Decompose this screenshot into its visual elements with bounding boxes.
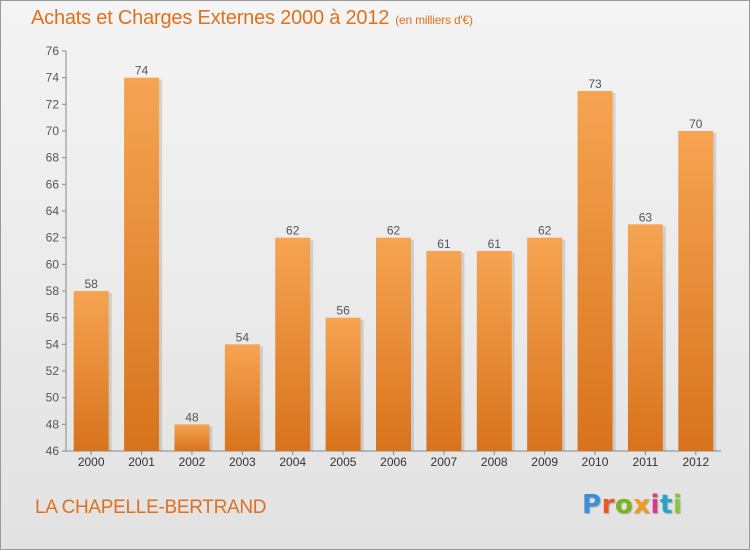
bar-value-label: 62 [538,224,552,238]
y-tick-label: 62 [46,231,60,245]
data-labels: 58 74 48 54 62 56 62 61 61 62 73 63 70 [85,64,703,425]
x-tick-label: 2010 [582,455,609,469]
y-tick-label: 48 [46,417,60,431]
bar [73,291,109,451]
bar [325,317,361,451]
x-tick-label: 2012 [682,455,709,469]
logo-letter: x [633,490,651,520]
x-tick-label: 2000 [78,455,105,469]
logo-letter: P [582,490,602,520]
bar-value-label: 63 [639,210,653,224]
chart-title-text: Achats et Charges Externes 2000 à 2012 [31,7,390,29]
bar-value-label: 56 [336,304,350,318]
bar-value-label: 70 [689,117,703,131]
bar-value-label: 58 [85,277,99,291]
y-tick-label: 72 [46,97,60,111]
y-tick-label: 46 [46,444,60,458]
logo-letter: o [614,490,634,520]
bar [275,237,311,451]
bar [627,224,663,451]
y-tick-label: 68 [46,151,60,165]
y-tick-label: 70 [46,124,60,138]
y-tick-label: 56 [46,311,60,325]
logo-letter: t [659,490,673,520]
y-tick-label: 66 [46,177,60,191]
y-tick-label: 52 [46,364,60,378]
bar [426,251,462,451]
x-tick-label: 2008 [481,455,508,469]
logo-letter: r [601,490,615,520]
x-tick-label: 2003 [229,455,256,469]
bar-value-label: 61 [437,237,451,251]
bar-value-label: 73 [588,77,602,91]
y-tick-label: 54 [46,337,60,351]
proxiti-logo: Proxiti [582,490,682,520]
x-tick-label: 2006 [380,455,407,469]
bar [577,91,613,451]
bar-value-label: 48 [185,410,199,424]
y-tick-label: 76 [46,44,60,58]
x-tick-label: 2001 [128,455,155,469]
logo-letter: i [672,490,683,520]
x-tick-label: 2005 [330,455,357,469]
bar [678,131,714,451]
x-tick-label: 2004 [279,455,306,469]
y-tick-label: 58 [46,284,60,298]
x-tick-label: 2007 [431,455,458,469]
y-tick-label: 74 [46,71,60,85]
chart-unit: (en milliers d'€) [395,13,473,27]
bar-value-label: 74 [135,64,149,78]
x-tick-label: 2002 [179,455,206,469]
bar [124,77,160,452]
bar [224,344,260,451]
x-tick-label: 2011 [633,455,659,469]
bars [73,77,717,452]
logo-letter: i [650,490,660,520]
y-tick-label: 50 [46,391,60,405]
bar-value-label: 62 [286,224,300,238]
bar [527,237,563,451]
bar-value-label: 62 [387,224,401,238]
bar-value-label: 54 [236,330,250,344]
x-tick-label: 2009 [531,455,558,469]
bar [174,424,210,451]
chart-title: Achats et Charges Externes 2000 à 2012 (e… [31,7,473,30]
bar [476,251,512,451]
bar-value-label: 61 [488,237,502,251]
bar [376,237,411,451]
y-tick-label: 64 [46,204,60,218]
y-tick-label: 60 [46,257,60,271]
location-name: LA CHAPELLE-BERTRAND [35,497,267,518]
